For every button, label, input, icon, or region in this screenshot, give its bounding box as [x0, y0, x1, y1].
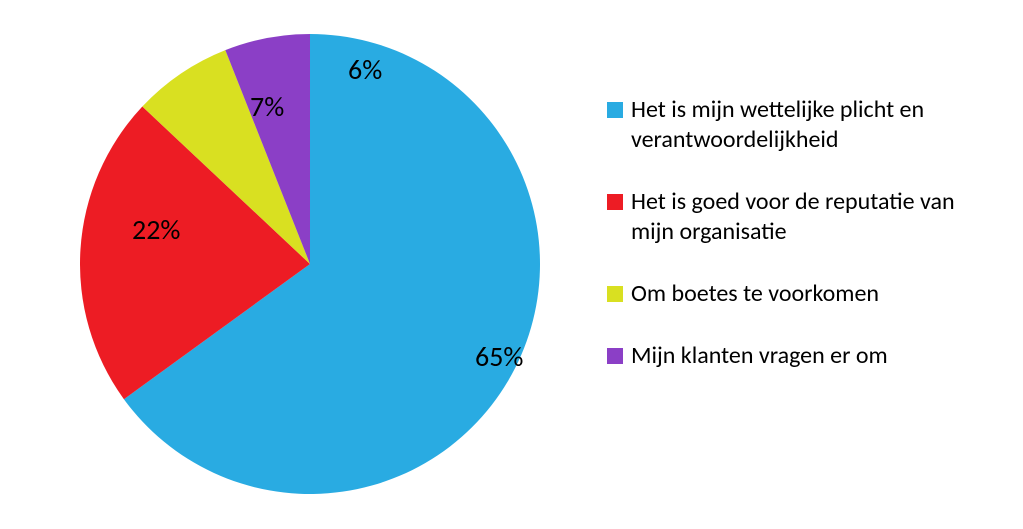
legend: Het is mijn wettelijke plicht en verantw… — [607, 95, 1007, 403]
legend-label-2: Om boetes te voorkomen — [631, 279, 879, 309]
slice-label-1: 22% — [132, 212, 180, 247]
legend-item-2: Om boetes te voorkomen — [607, 279, 1007, 309]
legend-item-0: Het is mijn wettelijke plicht en verantw… — [607, 95, 1007, 155]
legend-swatch-2 — [607, 286, 623, 302]
legend-label-1: Het is goed voor de reputatie van mijn o… — [631, 187, 991, 247]
slice-label-3: 6% — [348, 52, 382, 87]
legend-swatch-3 — [607, 348, 623, 364]
legend-item-3: Mijn klanten vragen er om — [607, 341, 1007, 371]
pie-svg — [80, 34, 540, 494]
legend-label-0: Het is mijn wettelijke plicht en verantw… — [631, 95, 991, 155]
legend-swatch-1 — [607, 194, 623, 210]
pie-chart-container: 65% 22% 7% 6% Het is mijn wettelijke pli… — [0, 0, 1023, 529]
pie-chart: 65% 22% 7% 6% — [80, 34, 540, 494]
legend-label-3: Mijn klanten vragen er om — [631, 341, 888, 371]
slice-label-2: 7% — [250, 89, 284, 124]
legend-item-1: Het is goed voor de reputatie van mijn o… — [607, 187, 1007, 247]
slice-label-0: 65% — [475, 339, 523, 374]
legend-swatch-0 — [607, 102, 623, 118]
